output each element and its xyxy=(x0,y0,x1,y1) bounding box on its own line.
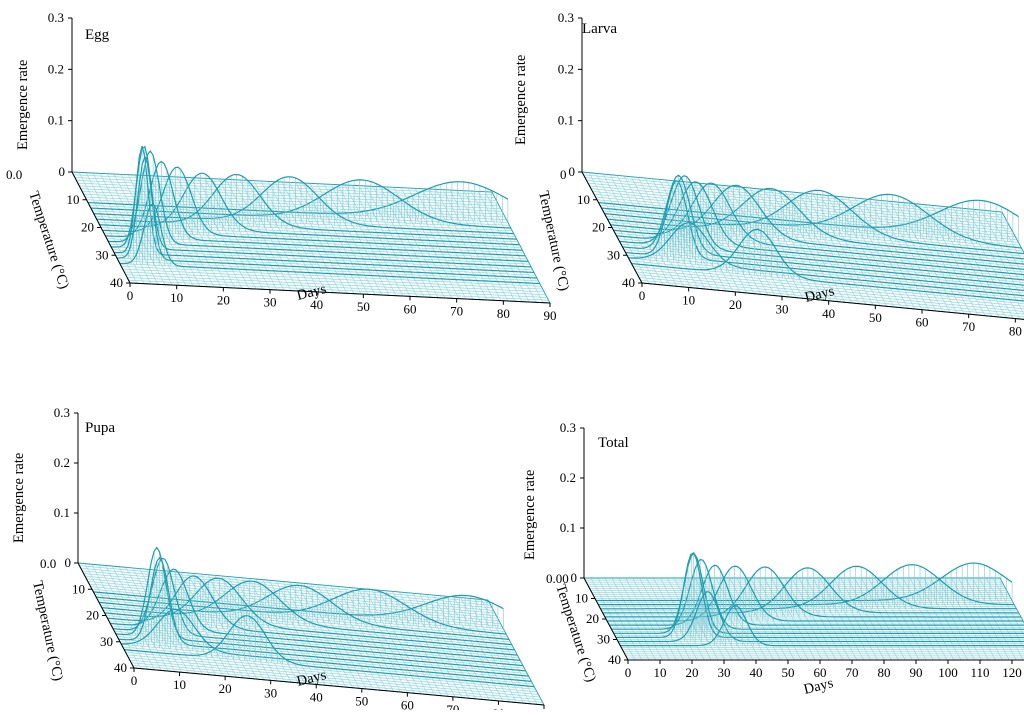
z-tick-label: 0.2 xyxy=(54,455,70,470)
x-tick-label: 120 xyxy=(1002,665,1022,680)
y-axis-label-pupa: Temperature (°C) xyxy=(29,580,66,683)
x-tick-label: 60 xyxy=(916,315,929,330)
x-tick-label: 30 xyxy=(776,301,789,316)
panel-title-larva: Larva xyxy=(582,21,617,37)
z-tick-label: 0.1 xyxy=(560,520,576,535)
x-tick-label: 70 xyxy=(962,319,975,334)
x-tick-label: 10 xyxy=(654,665,667,680)
x-tick-label: 110 xyxy=(970,665,989,680)
panel-title-egg: Egg xyxy=(85,27,110,43)
x-tick-label: 50 xyxy=(869,310,882,325)
x-tick-label: 30 xyxy=(264,295,277,310)
y-tick-label: 10 xyxy=(72,581,85,596)
x-tick-label: 20 xyxy=(686,665,699,680)
z-axis-label-egg: Emergence rate xyxy=(15,60,31,150)
z-tick-label: 0.1 xyxy=(48,113,64,128)
x-tick-label: 80 xyxy=(1009,324,1022,339)
panel-title-pupa: Pupa xyxy=(85,420,115,436)
y-tick-label: 0 xyxy=(569,164,576,179)
y-tick-label: 20 xyxy=(586,611,599,626)
surface-mesh-larva xyxy=(582,172,1024,323)
x-tick-label: 20 xyxy=(217,292,230,307)
surface-mesh-total xyxy=(584,553,1024,660)
x-tick-label: 80 xyxy=(497,306,510,321)
z-base-label-total: 0.00 xyxy=(546,571,569,586)
y-tick-label: 0 xyxy=(571,570,578,585)
x-tick-label: 50 xyxy=(357,299,370,314)
x-tick-label: 0 xyxy=(127,288,134,303)
panel-title-total: Total xyxy=(598,435,629,451)
x-tick-label: 10 xyxy=(170,290,183,305)
x-tick-label: 70 xyxy=(846,665,859,680)
y-tick-label: 30 xyxy=(597,632,610,647)
z-tick-label: 0.3 xyxy=(54,405,70,420)
y-tick-label: 40 xyxy=(622,275,635,290)
x-tick-label: 30 xyxy=(264,685,277,700)
x-tick-label: 70 xyxy=(446,702,459,710)
y-tick-label: 30 xyxy=(607,247,620,262)
z-axis-label-pupa: Emergence rate xyxy=(11,453,27,543)
x-tick-label: 100 xyxy=(938,665,958,680)
y-tick-label: 40 xyxy=(608,652,621,667)
z-axis-label-larva: Emergence rate xyxy=(513,55,529,145)
z-tick-label: 0.3 xyxy=(560,420,576,435)
x-tick-label: 90 xyxy=(910,665,923,680)
z-tick-label: 0.3 xyxy=(48,10,64,25)
x-tick-label: 40 xyxy=(310,689,323,704)
x-tick-label: 40 xyxy=(750,665,763,680)
x-tick-label: 30 xyxy=(718,665,731,680)
x-tick-label: 0 xyxy=(639,288,646,303)
x-tick-label: 80 xyxy=(878,665,891,680)
x-tick-label: 0 xyxy=(131,673,138,688)
z-tick-label: 0.1 xyxy=(558,113,574,128)
y-tick-label: 20 xyxy=(81,220,94,235)
y-tick-label: 30 xyxy=(100,634,113,649)
z-tick-label: 0.3 xyxy=(558,10,574,25)
z-tick-label: 0.2 xyxy=(48,61,64,76)
y-tick-label: 30 xyxy=(96,247,109,262)
x-tick-label: 0 xyxy=(625,665,632,680)
x-axis-label-total: Days xyxy=(802,675,835,698)
y-tick-label: 0 xyxy=(65,555,72,570)
x-tick-label: 20 xyxy=(219,681,232,696)
x-tick-label: 20 xyxy=(729,297,742,312)
z-tick-label: 0.2 xyxy=(558,61,574,76)
x-tick-label: 90 xyxy=(544,308,557,323)
x-tick-label: 10 xyxy=(173,677,186,692)
z-tick-label: 0.2 xyxy=(560,470,576,485)
x-tick-label: 60 xyxy=(404,301,417,316)
y-tick-label: 10 xyxy=(67,192,80,207)
x-tick-label: 70 xyxy=(450,304,463,319)
z-base-label-larva: 0 xyxy=(560,167,567,182)
y-tick-label: 20 xyxy=(86,608,99,623)
y-axis-label-egg: Temperature (°C) xyxy=(25,189,72,291)
z-base-label-egg: 0.0 xyxy=(6,167,22,182)
y-tick-label: 20 xyxy=(592,220,605,235)
x-tick-label: 60 xyxy=(401,698,414,710)
x-tick-label: 80 xyxy=(492,706,505,710)
y-tick-label: 10 xyxy=(575,591,588,606)
z-axis-label-total: Emergence rate xyxy=(522,470,538,560)
x-tick-label: 50 xyxy=(782,665,795,680)
y-tick-label: 40 xyxy=(114,660,127,675)
z-base-label-pupa: 0.0 xyxy=(40,556,56,571)
x-tick-label: 40 xyxy=(822,306,835,321)
y-tick-label: 10 xyxy=(577,192,590,207)
x-tick-label: 10 xyxy=(682,292,695,307)
y-tick-label: 0 xyxy=(59,164,66,179)
z-tick-label: 0.1 xyxy=(54,505,70,520)
y-tick-label: 40 xyxy=(110,275,123,290)
y-axis-label-larva: Temperature (°C) xyxy=(535,190,572,293)
x-tick-label: 50 xyxy=(355,694,368,709)
surface-mesh-egg xyxy=(72,146,550,303)
